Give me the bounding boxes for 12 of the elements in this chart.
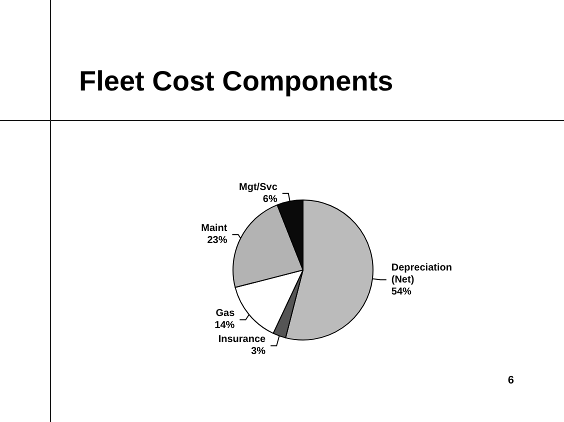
data-label: 6%	[262, 194, 278, 205]
data-label: 54%	[391, 286, 412, 298]
chart-title: Fleet Cost Components	[79, 66, 394, 96]
data-label: 23%	[207, 235, 228, 246]
slice-label: Gas	[216, 308, 236, 320]
slice-label: Insurance	[218, 334, 266, 346]
slice-label: Maint	[201, 223, 228, 234]
data-label: 3%	[251, 346, 266, 358]
data-label: 14%	[214, 320, 235, 332]
text: 6	[508, 374, 514, 386]
slice-label: Mgt/Svc	[239, 182, 278, 193]
slice-label: Depreciation (Net)	[391, 262, 455, 286]
